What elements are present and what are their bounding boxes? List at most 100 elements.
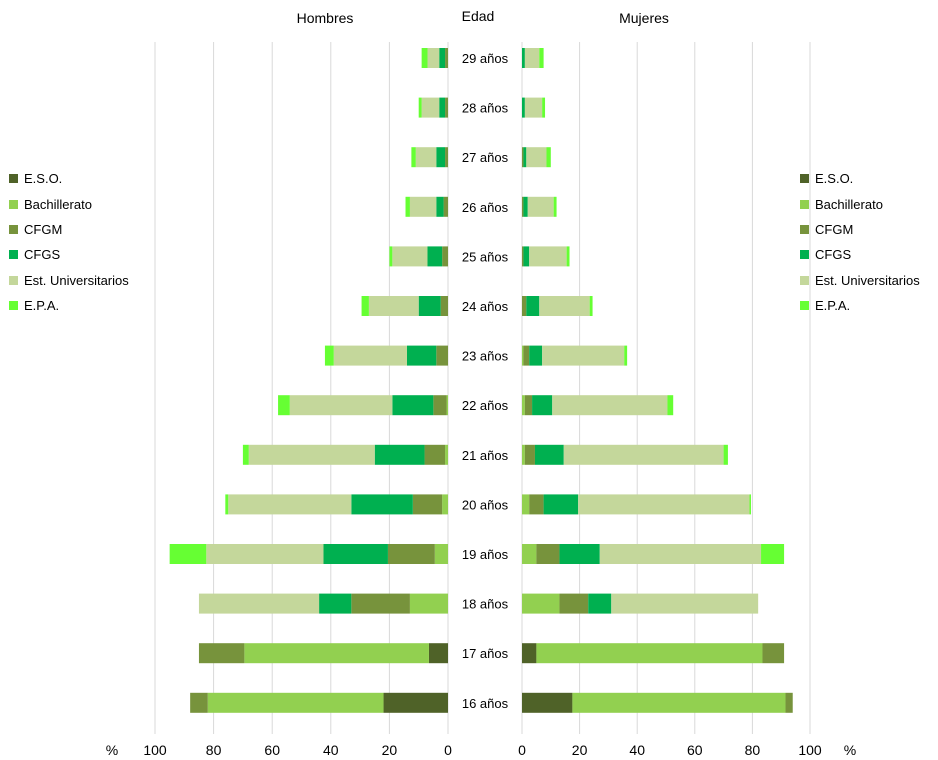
unit-label-right: %: [844, 742, 856, 758]
legend-swatch: [800, 174, 809, 184]
bar-women-cfgs: [529, 345, 543, 366]
legend-right: E.S.O. Bachillerato CFGM CFGS Est. Universit…: [800, 166, 920, 318]
bar-women-epa: [589, 296, 593, 316]
tick-label-women: 80: [745, 742, 761, 758]
bar-men-univ: [409, 196, 437, 217]
legend-swatch: [800, 250, 809, 260]
bar-men-cfgs: [374, 444, 425, 465]
legend-swatch: [800, 199, 809, 209]
bar-men-cfgs: [418, 296, 441, 316]
bar-women-cfgs: [523, 246, 530, 267]
bar-women-cfgs: [559, 544, 600, 564]
bar-men-cfgm: [445, 48, 448, 68]
legend-swatch: [800, 275, 809, 285]
bar-men-epa: [418, 97, 422, 118]
age-label: 20 años: [462, 497, 509, 512]
bar-women-cfgs: [534, 444, 564, 465]
bar-women-cfgs: [526, 296, 540, 316]
bar-women-univ: [552, 395, 668, 416]
legend-label: Est. Universitarios: [24, 272, 129, 288]
age-label: 18 años: [462, 597, 509, 612]
legend-item-univ: Est. Universitarios: [800, 268, 920, 293]
bar-women-epa: [542, 97, 546, 118]
bar-women-epa: [723, 444, 728, 465]
bar-men-cfgs: [392, 395, 434, 416]
bar-women-bach: [522, 593, 560, 614]
bar-women-bach: [572, 692, 786, 713]
legend-swatch: [9, 301, 18, 311]
bar-men-cfgs: [351, 494, 413, 515]
legend-label: Est. Universitarios: [815, 272, 920, 288]
legend-item-cfgm: CFGM: [800, 217, 920, 242]
bar-men-cfgm: [424, 444, 446, 465]
bar-women-cfgm: [524, 444, 535, 465]
bar-men-cfgm: [442, 246, 448, 267]
bar-women-cfgs: [588, 593, 612, 614]
legend-item-cfgs: CFGS: [9, 242, 129, 267]
bar-women-bach: [536, 643, 763, 664]
bar-women-epa: [566, 246, 570, 267]
bar-men-eso: [428, 643, 448, 664]
age-label: 29 años: [462, 51, 509, 66]
bar-men-univ: [415, 147, 437, 168]
bar-women-epa: [553, 196, 557, 217]
legend-item-eso: E.S.O.: [800, 166, 920, 191]
bar-women-eso: [522, 692, 573, 713]
bar-women-cfgm: [522, 246, 524, 267]
legend-label: CFGM: [815, 221, 854, 237]
bar-women-univ: [599, 544, 762, 564]
bar-women-univ: [529, 246, 567, 267]
bar-men-epa: [169, 544, 207, 564]
bar-men-cfgs: [436, 196, 444, 217]
bar-men-cfgm: [440, 296, 448, 316]
bar-men-bach: [442, 494, 448, 515]
bar-men-univ: [333, 345, 407, 366]
bar-women-cfgm: [559, 593, 589, 614]
bar-women-cfgs: [523, 196, 528, 217]
age-label: 17 años: [462, 646, 509, 661]
bar-women-univ: [539, 296, 590, 316]
tick-label-women: 100: [798, 742, 822, 758]
bar-men-epa: [389, 246, 393, 267]
legend-label: Bachillerato: [815, 196, 883, 212]
bar-women-cfgm: [785, 692, 793, 713]
legend-label: CFGS: [24, 247, 61, 263]
bar-women-bach: [522, 444, 525, 465]
bar-men-epa: [361, 296, 369, 316]
bar-men-univ: [228, 494, 352, 515]
bar-men-bach: [207, 692, 384, 713]
bar-women-univ: [563, 444, 724, 465]
bar-women-eso: [522, 643, 537, 664]
tick-label-men: 0: [444, 742, 452, 758]
bar-men-epa: [324, 345, 334, 366]
age-label: 26 años: [462, 200, 509, 215]
header-mujeres: Mujeres: [619, 10, 669, 26]
bar-men-cfgm: [190, 692, 208, 713]
bar-men-epa: [411, 147, 416, 168]
bar-women-univ: [578, 494, 750, 515]
bar-men-cfgm: [436, 345, 448, 366]
bar-women-cfgm: [522, 147, 524, 168]
tick-label-men: 20: [382, 742, 398, 758]
bar-men-cfgm: [445, 147, 448, 168]
age-label: 28 años: [462, 101, 509, 116]
bar-men-univ: [206, 544, 324, 564]
age-label: 23 años: [462, 349, 509, 364]
age-label: 21 años: [462, 448, 509, 463]
bar-men-univ: [421, 97, 440, 118]
legend-item-cfgm: CFGM: [9, 217, 129, 242]
bar-men-cfgs: [439, 48, 446, 68]
bar-women-epa: [667, 395, 674, 416]
bar-women-univ: [526, 147, 547, 168]
bar-men-bach: [244, 643, 429, 664]
age-label: 19 años: [462, 547, 509, 562]
legend-item-epa: E.P.A.: [9, 293, 129, 318]
bar-men-univ: [248, 444, 375, 465]
legend-item-bach: Bachillerato: [9, 191, 129, 216]
bar-women-bach: [522, 345, 524, 366]
legend-item-eso: E.S.O.: [9, 166, 129, 191]
age-label: 22 años: [462, 398, 509, 413]
bar-men-epa: [225, 494, 229, 515]
bar-men-bach: [446, 395, 448, 416]
legend-label: CFGS: [815, 247, 852, 263]
